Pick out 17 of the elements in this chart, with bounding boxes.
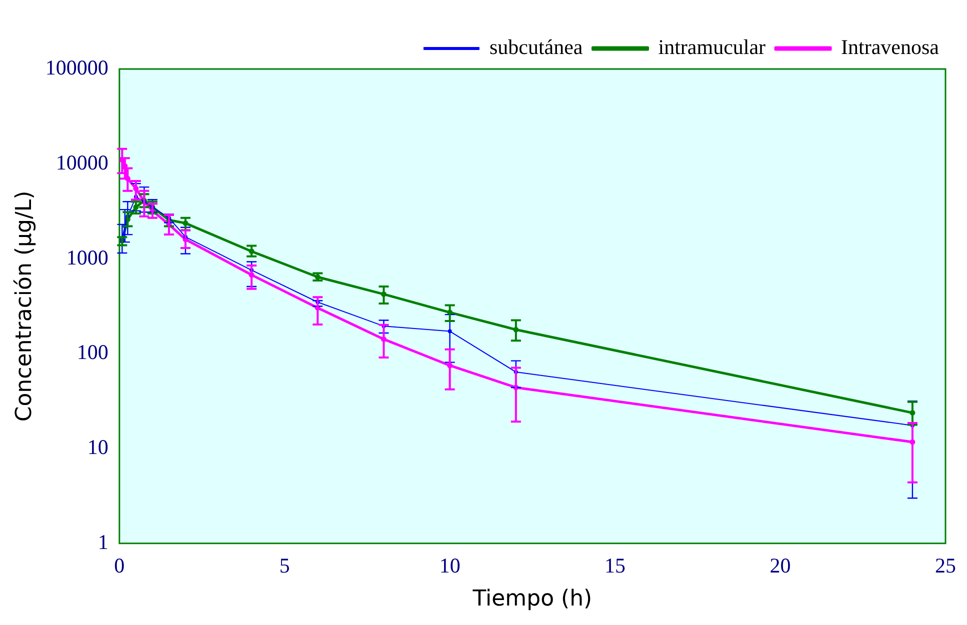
- x-tick-label: 20: [770, 554, 791, 578]
- y-tick-label: 100000: [45, 56, 108, 80]
- legend-label: intramucular: [658, 35, 766, 60]
- y-tick-label: 1000: [66, 245, 108, 270]
- y-tick-label: 1: [98, 530, 108, 554]
- legend-label: subcutánea: [489, 35, 584, 60]
- x-axis-title: Tiempo (h): [472, 586, 592, 612]
- x-tick-label: 15: [604, 554, 626, 578]
- y-tick-label: 10: [87, 435, 108, 460]
- x-tick-label: 25: [935, 554, 956, 578]
- y-tick-label: 10000: [56, 150, 108, 174]
- y-axis-title: Concentración (µg/L): [12, 190, 37, 422]
- x-tick-label: 0: [114, 554, 125, 578]
- x-tick-label: 5: [279, 554, 290, 578]
- y-tick-label: 100: [76, 340, 108, 364]
- legend-label: Intravenosa: [841, 35, 940, 60]
- x-tick-label: 10: [439, 554, 460, 578]
